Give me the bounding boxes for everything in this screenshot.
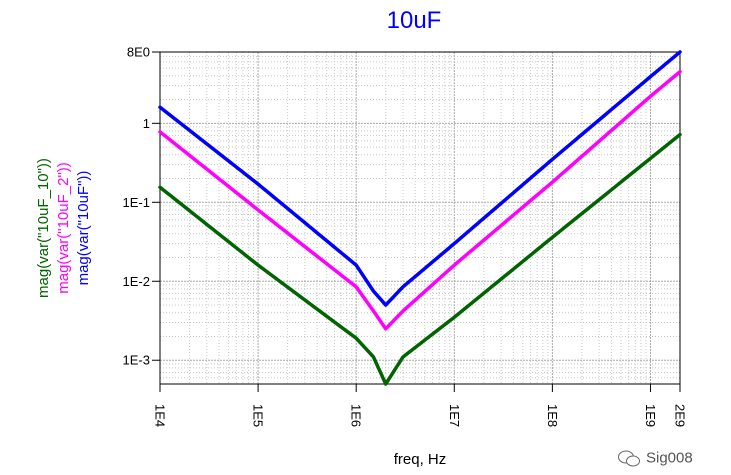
chart-title: 10uF bbox=[387, 7, 442, 34]
wechat-icon bbox=[618, 450, 640, 466]
watermark: Sig008 bbox=[618, 450, 693, 467]
y-axis-label-series: mag(var("10uF")) bbox=[75, 171, 92, 286]
x-tick-label: 1E8 bbox=[545, 404, 560, 427]
x-axis-label: freq, Hz bbox=[394, 451, 447, 468]
y-tick-label: 1E-3 bbox=[123, 353, 150, 368]
series-line bbox=[158, 132, 682, 386]
x-tick-label: 1E6 bbox=[349, 404, 364, 427]
y-tick-label: 1E-2 bbox=[123, 274, 150, 289]
series-line bbox=[158, 50, 682, 307]
x-tick-label: 1E5 bbox=[251, 404, 266, 427]
y-tick-label: 8E0 bbox=[127, 45, 150, 60]
plot-frame bbox=[159, 51, 681, 385]
tick-labels: 1E4 1E5 1E6 1E7 1E8 1E9 2E9 8E0 1 1E-1 1E-2 1E-3 bbox=[123, 45, 688, 428]
watermark-text: Sig008 bbox=[646, 449, 693, 467]
series-line bbox=[158, 69, 682, 331]
x-tick-label: 1E4 bbox=[153, 404, 168, 427]
y-axis-label-series: mag(var("10uF_2")) bbox=[55, 162, 72, 294]
y-tick-label: 1 bbox=[143, 116, 150, 131]
y-tick-label: 1E-1 bbox=[123, 195, 150, 210]
x-tick-label: 1E9 bbox=[643, 404, 658, 427]
y-axis-labels: mag(var("10uF_10")) mag(var("10uF_2")) mag… bbox=[35, 158, 92, 298]
x-tick-label: 1E7 bbox=[447, 404, 462, 427]
y-axis-label-series: mag(var("10uF_10")) bbox=[35, 158, 52, 298]
x-tick-label: 2E9 bbox=[673, 404, 688, 427]
series-group bbox=[158, 50, 682, 386]
grid bbox=[160, 52, 680, 384]
